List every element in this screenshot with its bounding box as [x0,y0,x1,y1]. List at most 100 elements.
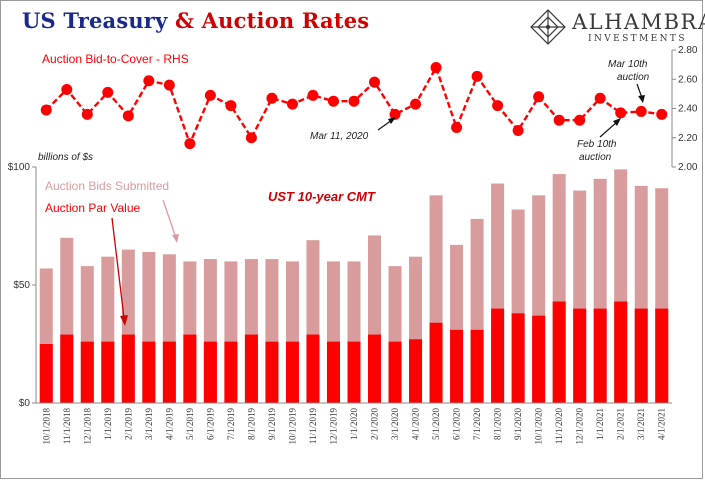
x-tick-label: 8/1/2019 [246,408,256,441]
bar-par-value [101,341,115,403]
annotation-mar-10th-auction: auction [617,72,650,83]
annotation-arrowhead-feb-10 [613,118,621,126]
bar-par-value [450,329,464,403]
bar-par-value [39,344,53,403]
bid-to-cover-point [122,110,134,122]
x-tick-label: 10/1/2019 [287,408,297,445]
bid-to-cover-point [656,108,668,120]
bid-to-cover-point [204,89,216,101]
bar-par-value [224,341,238,403]
x-tick-label: 9/1/2019 [267,408,277,441]
y-left-tick-label: $0 [19,398,31,409]
logo-name: ALHAMBRA [572,10,705,34]
x-tick-label: 12/1/2019 [328,408,338,445]
bid-to-cover-point [635,105,647,117]
bar-par-value [80,341,94,403]
x-tick-label: 3/1/2020 [390,408,400,441]
bid-to-cover-point [102,86,114,98]
x-tick-label: 3/1/2021 [636,408,646,440]
x-tick-label: 11/1/2020 [554,408,564,445]
bar-par-value [60,334,74,403]
bid-to-cover-point [225,100,237,112]
bid-to-cover-point [410,98,422,110]
legend-arrow-bids [162,199,177,239]
bar-par-value [162,341,176,403]
x-tick-label: 1/1/2021 [595,408,605,440]
bar-par-value [347,341,361,403]
bid-to-cover-point [553,114,565,126]
x-tick-label: 7/1/2020 [472,408,482,441]
bar-par-value [429,322,443,403]
bid-to-cover-point [143,75,155,87]
title-part-us-treasury: US Treasury [22,8,168,33]
bid-to-cover-point [245,132,257,144]
bar-par-value [491,308,505,403]
annotation-arrow-feb-10 [599,121,618,138]
x-tick-label: 11/1/2019 [308,408,318,445]
x-tick-label: 6/1/2020 [452,408,462,441]
x-tick-label: 4/1/2021 [657,408,667,440]
y-left-tick-label: $50 [13,280,30,291]
x-tick-label: 12/1/2020 [575,408,585,445]
bid-to-cover-point [512,124,524,136]
x-tick-label: 10/1/2018 [41,408,51,445]
bar-par-value [142,341,156,403]
logo: ALHAMBRA INVESTMENTS [572,10,705,44]
x-tick-label: 2/1/2020 [370,408,380,441]
bid-to-cover-point [492,100,504,112]
annotation-feb-10th-auction: auction [579,152,612,163]
bid-to-cover-point [163,79,175,91]
bid-to-cover-point [184,138,196,150]
bar-par-value [470,329,484,403]
x-tick-label: 5/1/2019 [185,408,195,441]
bar-par-value [388,341,402,403]
bid-to-cover-point [369,76,381,88]
bid-to-cover-point [40,104,52,116]
bid-to-cover-point [61,83,73,95]
x-tick-label: 6/1/2019 [205,408,215,441]
y-right-tick-label: 2.80 [678,45,698,56]
y-left-axis-label: billions of $s [38,152,93,163]
bar-par-value [409,339,423,403]
chart-title: US Treasury & Auction Rates [22,8,369,33]
x-tick-label: 4/1/2020 [411,408,421,441]
bid-to-cover-point [286,98,298,110]
bid-to-cover-point [266,92,278,104]
x-tick-label: 7/1/2019 [226,408,236,441]
annotation-arrowhead-mar-11 [388,117,396,124]
x-tick-label: 12/1/2018 [82,408,92,445]
bid-to-cover-point [615,107,627,119]
bar-par-value [614,301,628,403]
y-left-tick-label: $100 [8,162,31,173]
bar-par-value [511,313,525,403]
annotation-feb-10th: Feb 10th [577,139,617,150]
x-tick-label: 2/1/2019 [123,408,133,441]
bid-to-cover-point [594,92,606,104]
bid-to-cover-point [533,91,545,103]
bid-to-cover-point [327,95,339,107]
bid-to-cover-point [451,122,463,134]
x-tick-label: 4/1/2019 [164,408,174,441]
bar-par-value [183,334,197,403]
bid-to-cover-point [307,89,319,101]
bid-to-cover-point [348,95,360,107]
bar-par-value [244,334,258,403]
title-part-auction-rates: & Auction Rates [175,8,370,33]
bid-to-cover-point [574,114,586,126]
bid-to-cover-point [389,108,401,120]
x-tick-label: 5/1/2020 [431,408,441,441]
bar-par-value [634,308,648,403]
bar-par-value [593,308,607,403]
legend-arrow-par [111,217,125,319]
x-tick-label: 2/1/2021 [616,408,626,440]
annotation-arrowhead-mar-10 [638,95,645,103]
bid-to-cover-point [430,62,442,74]
logo-icon [530,9,566,45]
bar-par-value [306,334,320,403]
bar-par-value [121,334,135,403]
x-tick-label: 3/1/2019 [144,408,154,441]
y-right-tick-label: 2.20 [678,133,698,144]
bid-to-cover-point [81,108,93,120]
legend-par-value: Auction Par Value [45,201,140,215]
